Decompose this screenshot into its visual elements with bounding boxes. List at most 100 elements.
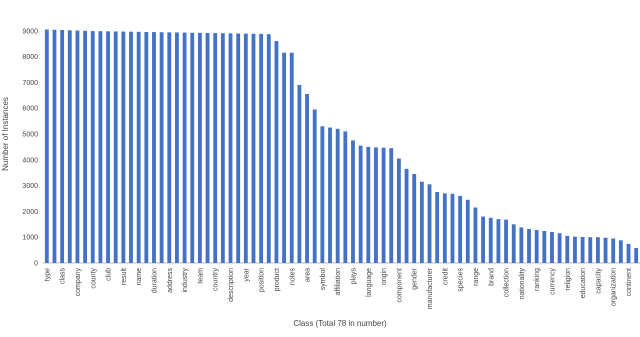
bar — [435, 192, 440, 263]
bar — [351, 140, 355, 263]
x-tick-label: position — [259, 268, 266, 292]
bar — [251, 33, 256, 263]
x-tick-label: symbol — [320, 268, 327, 291]
x-tick-label: notes — [289, 268, 296, 286]
y-tick-label: 2000 — [22, 209, 38, 216]
x-tick-label: industry — [182, 268, 189, 293]
bar — [473, 207, 478, 263]
bar — [113, 31, 118, 263]
x-tick-label: nationality — [519, 268, 526, 300]
bar — [366, 146, 371, 263]
x-tick-label: language — [366, 268, 373, 297]
bar — [504, 219, 508, 263]
bar — [519, 227, 524, 263]
x-tick-label: organization — [611, 268, 618, 306]
x-tick-label: product — [274, 268, 281, 291]
x-tick-label: duration — [151, 268, 158, 293]
bar — [527, 228, 531, 263]
bar — [90, 31, 95, 264]
bar — [289, 52, 294, 264]
y-axis-title: Number of Instances — [1, 97, 10, 171]
bar — [557, 233, 562, 263]
bar — [488, 217, 493, 263]
bar — [266, 34, 271, 264]
bar — [404, 168, 409, 263]
bar — [236, 33, 241, 263]
x-tick-label: capacity — [595, 268, 602, 294]
bar — [374, 147, 378, 263]
bar — [611, 238, 616, 263]
bar — [220, 33, 225, 263]
x-tick-label: area — [305, 268, 312, 282]
bar — [389, 148, 394, 263]
bar — [618, 240, 623, 263]
y-tick-label: 8000 — [22, 54, 38, 61]
bar — [450, 193, 455, 263]
x-tick-label: address — [167, 268, 174, 293]
x-tick-label: team — [197, 268, 204, 284]
bar — [328, 127, 332, 263]
bar — [106, 31, 110, 264]
bar — [442, 193, 447, 263]
x-axis-title: Class (Total 78 in number) — [293, 319, 387, 328]
bar — [121, 31, 126, 263]
y-tick-label: 3000 — [22, 183, 38, 190]
bar — [550, 232, 554, 263]
x-tick-label: club — [106, 268, 113, 281]
x-tick-label: ranking — [534, 268, 541, 291]
y-tick-label: 9000 — [22, 28, 38, 35]
y-tick-label: 6000 — [22, 106, 38, 113]
x-tick-label: gender — [412, 267, 419, 289]
x-tick-label: name — [136, 268, 143, 286]
bar — [197, 32, 202, 263]
x-tick-label: year — [243, 267, 250, 281]
bar — [335, 128, 340, 263]
bar — [634, 248, 639, 263]
x-tick-label: country — [213, 268, 220, 291]
y-tick-label: 5000 — [22, 132, 38, 139]
bar — [588, 237, 593, 263]
x-tick-label: plays — [350, 268, 357, 285]
bar — [595, 237, 600, 263]
x-tick-label: origin — [381, 268, 388, 285]
bar — [534, 229, 539, 263]
bar — [573, 236, 577, 263]
bar — [481, 216, 486, 263]
bar — [297, 84, 302, 263]
bar — [381, 147, 386, 263]
bar — [182, 32, 187, 263]
bar — [205, 32, 210, 264]
x-tick-label: company — [75, 268, 82, 297]
bar — [44, 29, 49, 264]
x-tick-label: credit — [442, 268, 449, 285]
bar — [603, 237, 608, 263]
bar — [542, 231, 547, 263]
bar — [320, 126, 325, 263]
x-tick-label: manufacturer — [427, 267, 434, 309]
bar — [136, 31, 141, 263]
bar — [412, 173, 417, 263]
bar — [228, 33, 233, 263]
y-tick-label: 1000 — [22, 235, 38, 242]
x-tick-label: education — [580, 268, 587, 298]
bar — [152, 32, 156, 264]
bar — [396, 158, 401, 263]
x-tick-label: collection — [504, 268, 511, 297]
bar — [565, 235, 570, 263]
bar — [175, 32, 179, 263]
x-tick-label: range — [473, 268, 480, 286]
x-tick-label: continent — [626, 268, 633, 296]
bar — [144, 31, 149, 264]
bar — [67, 30, 72, 264]
x-tick-label: description — [228, 268, 235, 302]
bar — [129, 31, 133, 263]
bar — [75, 30, 80, 264]
y-tick-label: 0 — [34, 261, 38, 268]
x-tick-label: brand — [488, 268, 495, 286]
y-tick-label: 4000 — [22, 157, 38, 164]
bar — [458, 195, 463, 263]
bar — [243, 33, 248, 263]
bar — [83, 30, 88, 263]
bar — [511, 224, 516, 263]
bar — [60, 30, 65, 263]
